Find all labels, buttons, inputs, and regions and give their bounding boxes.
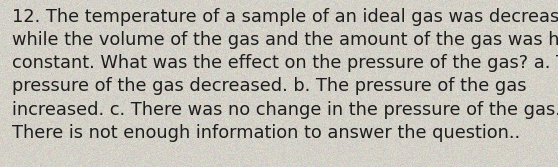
Text: 12. The temperature of a sample of an ideal gas was decreased
while the volume o: 12. The temperature of a sample of an id…: [12, 8, 558, 142]
